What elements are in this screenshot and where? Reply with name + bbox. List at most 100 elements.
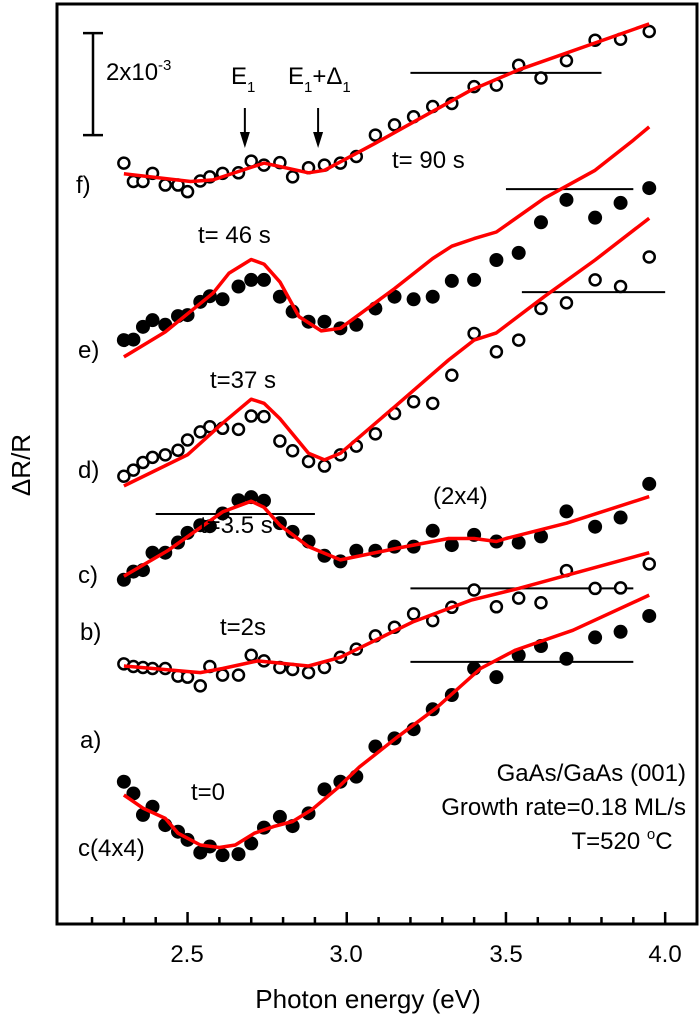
data-point [272,289,287,304]
data-point [489,345,504,359]
data-point [231,279,246,294]
curve-label-d: d) [78,457,99,484]
data-point [215,848,230,863]
curve-label-f: f) [76,172,91,199]
fit-line [123,551,650,675]
fit-line [123,494,650,578]
data-point [425,289,440,304]
data-point [511,245,526,260]
data-point [534,301,548,316]
data-point [180,525,195,540]
data-point [257,409,271,424]
growth-rate-label: Growth rate=0.18 ML/s [441,794,686,821]
data-point [333,774,348,789]
data-point [145,313,160,328]
curve-label-b: b) [80,619,101,646]
time-label-a: t=0 [191,779,225,806]
sample-label: GaAs/GaAs (001) [497,760,686,787]
data-point [171,443,185,457]
data-point [301,454,316,469]
data-point [588,519,603,534]
data-point [215,292,230,307]
data-point [215,668,230,682]
data-point [126,332,141,347]
data-point [559,504,574,519]
svg-text:E1: E1 [231,63,255,96]
data-point [193,679,208,693]
data-point [368,427,383,441]
data-point [613,195,628,210]
data-point [588,581,602,596]
data-point [489,670,504,685]
data-point [117,469,131,483]
data-point [489,600,504,614]
data-point [180,433,195,447]
data-point [285,170,300,184]
data-point [126,786,141,801]
data-point [117,156,131,170]
data-point [317,314,332,329]
surface-label-2x4: (2x4) [433,483,488,510]
data-point [511,535,526,550]
data-point [444,273,459,288]
data-point [126,463,141,477]
data-point [559,296,574,310]
curve-label-a: a) [80,727,101,754]
data-point [642,557,656,571]
time-label-d: t=37 s [210,367,276,394]
data-point [256,272,271,287]
data-point [613,279,628,294]
x-tick-label-3.0: 3.0 [329,941,362,968]
data-point [613,624,628,639]
data-point [406,395,421,409]
data-point [467,272,482,287]
time-label-b: t=2s [220,614,266,641]
data-point [642,181,657,196]
data-point [273,434,287,448]
data-point [116,572,131,587]
data-point [145,450,160,465]
data-point [559,651,574,666]
e1-delta1-annotation: E1+Δ1 [288,63,351,148]
data-point [231,847,246,862]
data-point [511,591,526,605]
curve-label-e: e) [78,337,99,364]
data-point [301,665,316,680]
data-point [533,529,548,544]
scale-bar-label: 2x10-3 [106,57,171,86]
series-e [116,125,657,359]
data-point [425,523,440,538]
data-point [588,210,603,225]
x-axis-title: Photon energy (eV) [255,984,480,1014]
data-point [444,538,459,553]
fit-line [122,593,650,850]
data-point [425,396,440,411]
curve-label-c: c) [78,562,98,589]
data-point [559,192,574,207]
plot-marks [116,22,666,863]
y-axis-title: ΔR/R [6,434,36,496]
series-c [116,476,657,587]
time-label-c: t=3.5 s [200,512,273,539]
fit-line [123,22,650,184]
data-point [406,292,421,307]
data-point [244,409,258,423]
fit-line [123,216,651,488]
svg-text:E1+Δ1: E1+Δ1 [288,63,351,96]
data-point [613,510,628,525]
data-point [387,118,402,132]
data-point [613,581,628,595]
data-point [317,782,332,797]
e1-annotation: E1 [231,63,255,148]
surface-label-c4x4: c(4x4) [78,835,145,862]
data-point [317,459,332,473]
x-tick-label-3.5: 3.5 [489,941,522,968]
data-point [642,24,656,39]
data-point [244,648,258,662]
data-point [180,184,195,199]
data-point [244,836,259,851]
data-point [272,809,287,824]
data-point [244,272,259,287]
series-d [117,216,666,488]
data-point [116,774,131,789]
